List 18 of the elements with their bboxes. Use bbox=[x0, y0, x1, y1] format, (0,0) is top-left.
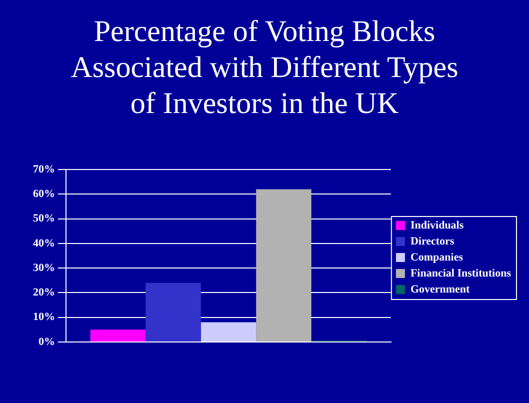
y-tick-label: 10% bbox=[33, 311, 55, 324]
legend-label: Companies bbox=[410, 251, 464, 264]
legend-label: Financial Institutions bbox=[410, 267, 512, 280]
y-tick-label: 30% bbox=[33, 262, 55, 274]
y-tick-label: 60% bbox=[33, 188, 55, 200]
bar bbox=[146, 282, 201, 342]
legend-label: Individuals bbox=[410, 219, 464, 232]
legend-label: Government bbox=[410, 283, 470, 296]
y-tick-label: 20% bbox=[33, 286, 55, 299]
legend-label: Directors bbox=[410, 235, 455, 248]
y-tick-label: 50% bbox=[33, 212, 55, 225]
chart-title: Percentage of Voting Blocks Associated with Different Types of Investors in the UK bbox=[70, 14, 460, 122]
y-tick-label: 40% bbox=[33, 237, 55, 250]
y-tick-label: 0% bbox=[38, 336, 55, 348]
bar bbox=[90, 330, 146, 342]
bar bbox=[256, 189, 312, 342]
bar bbox=[200, 322, 256, 342]
y-tick-label: 70% bbox=[33, 163, 55, 176]
